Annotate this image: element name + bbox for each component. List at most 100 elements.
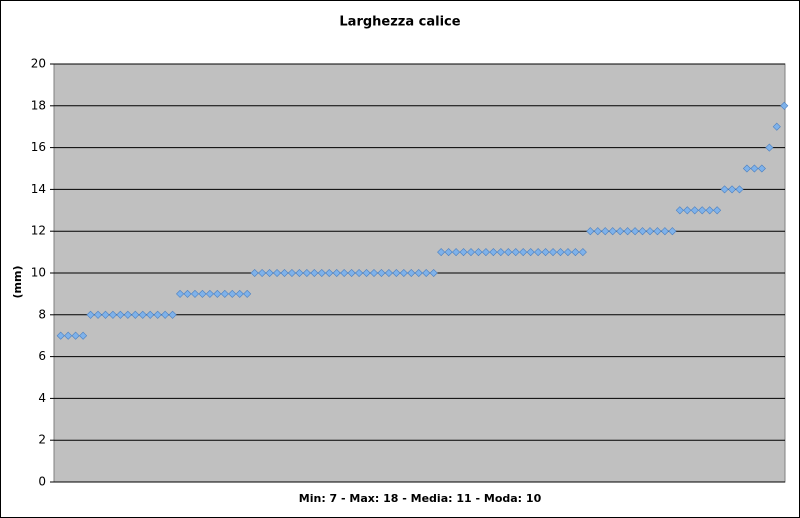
point [273,268,282,278]
point [638,227,647,236]
y-tick-label: 18 [31,98,46,112]
point [474,248,483,257]
point [616,227,625,236]
point [101,310,110,319]
point [340,268,349,278]
y-tick-label: 8 [38,307,46,321]
point [772,122,781,131]
point [153,310,162,319]
point [235,289,244,298]
point [742,164,751,173]
point [243,289,252,298]
point [496,248,505,257]
point [138,310,147,319]
point [347,268,356,278]
point [601,227,610,236]
point [392,268,401,278]
y-tick-label: 6 [38,349,46,363]
point [131,310,140,319]
point [571,248,580,257]
point [444,248,453,257]
point [578,248,587,257]
y-tick-label: 14 [31,182,46,196]
y-tick-label: 20 [31,57,46,71]
point [720,185,729,194]
point [750,164,759,173]
point [653,227,662,236]
point [422,268,431,278]
point [452,248,461,257]
point [377,268,386,278]
point [437,248,446,257]
point [698,206,707,215]
point [295,268,304,278]
point [116,310,125,319]
point [407,268,416,278]
point [429,268,438,278]
point [757,164,766,173]
point [556,248,565,257]
point [198,289,207,298]
x-axis-label: Min: 7 - Max: 18 - Media: 11 - Moda: 10 [299,492,542,505]
point [780,101,789,110]
point [183,289,192,298]
y-tick-label: 4 [38,391,46,405]
point [205,289,214,298]
point [548,248,558,257]
point [563,248,572,257]
point [690,206,699,215]
point [645,227,655,236]
point [287,268,296,278]
point [586,227,595,236]
point [64,331,73,340]
point [511,248,520,257]
point [228,289,237,298]
point [108,310,117,319]
point [765,143,774,152]
point [168,310,177,319]
point [623,227,632,236]
point [325,268,334,278]
point [310,268,319,278]
point [280,268,289,278]
point [176,289,185,298]
point [56,331,65,340]
point [459,248,468,257]
point [713,206,722,215]
point [735,185,744,194]
point [675,206,684,215]
point [265,268,274,278]
point [534,248,543,257]
point [362,268,371,278]
point [220,289,229,298]
point [332,268,341,278]
y-tick-label: 10 [31,266,46,280]
y-tick-label: 2 [38,433,46,447]
point [71,331,80,340]
point [705,206,714,215]
point [504,248,513,257]
point [541,248,550,257]
point [526,248,535,257]
point [631,227,640,236]
point [258,268,267,278]
point [683,206,692,215]
point [355,268,364,278]
point [384,268,393,278]
point [466,248,475,257]
y-tick-label: 12 [31,224,46,238]
point [593,227,602,236]
point [317,268,326,278]
point [190,289,200,298]
point [250,268,259,278]
point [302,268,311,278]
point [369,268,379,278]
point [489,248,498,257]
chart-title: Larghezza calice [339,15,460,30]
point [414,268,423,278]
point [668,227,677,236]
y-tick-label: 0 [38,475,46,489]
y-axis-label: (mm) [11,266,24,299]
point [728,185,737,194]
